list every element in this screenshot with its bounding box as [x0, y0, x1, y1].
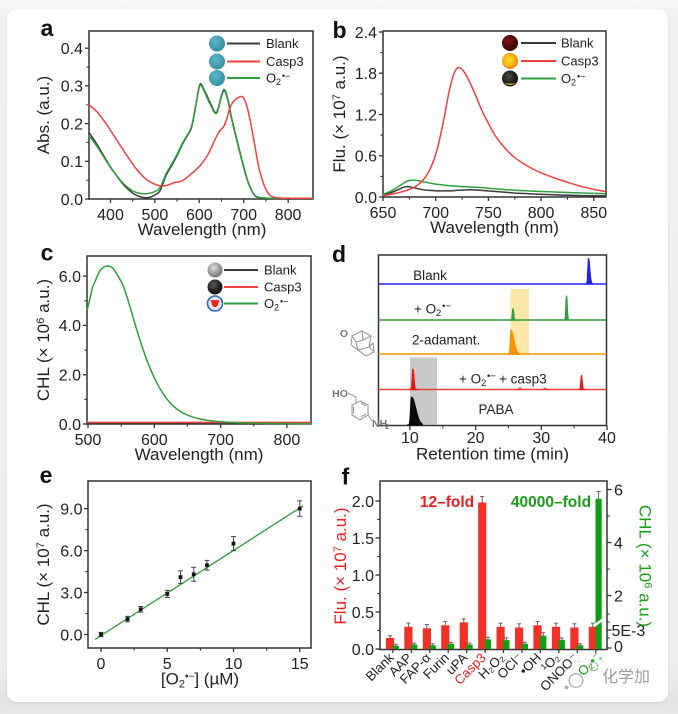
- svg-text:850: 850: [580, 205, 607, 222]
- svg-text:Abs. (a.u.): Abs. (a.u.): [34, 76, 53, 154]
- svg-text:600: 600: [186, 207, 213, 224]
- svg-text:800: 800: [274, 432, 301, 449]
- svg-text:10: 10: [401, 430, 419, 447]
- svg-text:Wavelength (nm): Wavelength (nm): [430, 218, 559, 237]
- svg-text:2: 2: [571, 78, 576, 88]
- svg-text:40: 40: [598, 430, 616, 447]
- svg-text:+ casp3: + casp3: [499, 372, 547, 387]
- svg-text:0.0: 0.0: [59, 417, 81, 434]
- svg-text:Casp3: Casp3: [264, 280, 302, 295]
- svg-text:Blank: Blank: [561, 36, 594, 51]
- svg-text:4.0: 4.0: [59, 318, 81, 335]
- svg-text:0.2: 0.2: [61, 116, 83, 133]
- svg-text:700: 700: [230, 207, 257, 224]
- svg-text:1.0: 1.0: [352, 568, 374, 585]
- svg-text:600: 600: [141, 432, 168, 449]
- svg-text:Retention time (min): Retention time (min): [416, 445, 569, 464]
- svg-text:•−: •−: [282, 71, 290, 81]
- svg-text:20: 20: [467, 430, 485, 447]
- svg-text:1.2: 1.2: [355, 107, 377, 124]
- svg-text:1.8: 1.8: [355, 66, 377, 83]
- svg-text:Wavelength (nm): Wavelength (nm): [135, 445, 264, 464]
- svg-text:0.0: 0.0: [355, 190, 377, 207]
- svg-text:CHL (× 106 a.u.): CHL (× 106 a.u.): [636, 505, 655, 627]
- svg-text:Blank: Blank: [266, 36, 299, 51]
- svg-text:Flu. (× 107 a.u.): Flu. (× 107 a.u.): [331, 507, 350, 624]
- svg-text:6.0: 6.0: [60, 543, 82, 560]
- svg-text:NH: NH: [372, 418, 387, 430]
- svg-text:1.5: 1.5: [352, 531, 374, 548]
- svg-text:700: 700: [422, 205, 449, 222]
- svg-text:500: 500: [142, 207, 169, 224]
- svg-text:40000–fold: 40000–fold: [511, 494, 591, 511]
- svg-text:2: 2: [436, 308, 441, 319]
- svg-text:4: 4: [614, 535, 623, 552]
- svg-text:500: 500: [75, 432, 102, 449]
- svg-text:0.0: 0.0: [61, 192, 83, 209]
- svg-text:b: b: [332, 17, 346, 43]
- svg-text:•−: •−: [280, 297, 288, 307]
- svg-text:2: 2: [385, 422, 389, 431]
- svg-text:9.0: 9.0: [60, 501, 82, 518]
- svg-text:0.4: 0.4: [61, 41, 83, 58]
- svg-text:750: 750: [475, 205, 502, 222]
- svg-text:O: O: [340, 328, 348, 340]
- svg-text:400: 400: [97, 207, 124, 224]
- svg-text:5: 5: [163, 656, 172, 673]
- svg-text:0.0: 0.0: [352, 642, 374, 659]
- svg-text:•−: •−: [442, 301, 451, 312]
- svg-text:CHL (× 106 a.u.): CHL (× 106 a.u.): [34, 279, 53, 401]
- svg-text:0.1: 0.1: [61, 154, 83, 171]
- svg-text:O: O: [266, 71, 276, 86]
- svg-text:2: 2: [481, 378, 486, 389]
- svg-text:O: O: [561, 71, 571, 86]
- svg-text:650: 650: [370, 205, 397, 222]
- svg-text:HO: HO: [332, 388, 348, 400]
- svg-text:a: a: [41, 15, 54, 41]
- svg-text:•−: •−: [487, 371, 496, 382]
- svg-text:[O2•−] (µM): [O2•−] (µM): [161, 670, 239, 691]
- svg-text:0: 0: [97, 656, 106, 673]
- svg-text:10: 10: [225, 656, 243, 673]
- svg-text:3.0: 3.0: [60, 585, 82, 602]
- svg-text:CHL (× 107 a.u.): CHL (× 107 a.u.): [34, 503, 53, 625]
- svg-text:O: O: [264, 296, 274, 311]
- svg-text:+ O: + O: [414, 302, 436, 317]
- svg-text:Blank: Blank: [264, 263, 297, 278]
- svg-text:6: 6: [614, 482, 623, 499]
- svg-text:2: 2: [274, 303, 279, 313]
- svg-text:2.0: 2.0: [352, 494, 374, 511]
- svg-text:2: 2: [614, 588, 623, 605]
- svg-text:700: 700: [207, 432, 234, 449]
- svg-text:Casp3: Casp3: [266, 54, 304, 69]
- svg-text:f: f: [342, 464, 350, 490]
- svg-text:0.0: 0.0: [60, 627, 82, 644]
- svg-text:12–fold: 12–fold: [420, 494, 474, 511]
- svg-text:•−: •−: [577, 72, 585, 82]
- svg-text:0.6: 0.6: [355, 149, 377, 166]
- svg-text:2: 2: [276, 77, 281, 87]
- svg-text:5E-3: 5E-3: [612, 623, 646, 640]
- svg-text:6.0: 6.0: [59, 269, 81, 286]
- svg-text:e: e: [40, 462, 53, 488]
- svg-text:0.5: 0.5: [352, 605, 374, 622]
- svg-text:Blank: Blank: [413, 268, 447, 283]
- svg-text:0: 0: [614, 639, 623, 656]
- svg-text:30: 30: [532, 430, 550, 447]
- svg-text:0.3: 0.3: [61, 79, 83, 96]
- svg-text:Wavelength (nm): Wavelength (nm): [138, 220, 267, 239]
- svg-text:化学加: 化学加: [602, 668, 650, 686]
- svg-text:PABA: PABA: [478, 402, 513, 417]
- svg-text:2-adamant.: 2-adamant.: [412, 333, 480, 348]
- svg-text:c: c: [41, 240, 54, 266]
- svg-text:800: 800: [275, 207, 302, 224]
- svg-text:+ O: + O: [459, 372, 481, 387]
- svg-text:Casp3: Casp3: [561, 54, 599, 69]
- svg-text:800: 800: [528, 205, 555, 222]
- svg-text:2.4: 2.4: [355, 25, 377, 42]
- svg-text:15: 15: [291, 656, 309, 673]
- svg-text:d: d: [332, 241, 346, 267]
- svg-text:Flu. (× 107 a.u.): Flu. (× 107 a.u.): [330, 55, 349, 172]
- svg-text:2.0: 2.0: [59, 368, 81, 385]
